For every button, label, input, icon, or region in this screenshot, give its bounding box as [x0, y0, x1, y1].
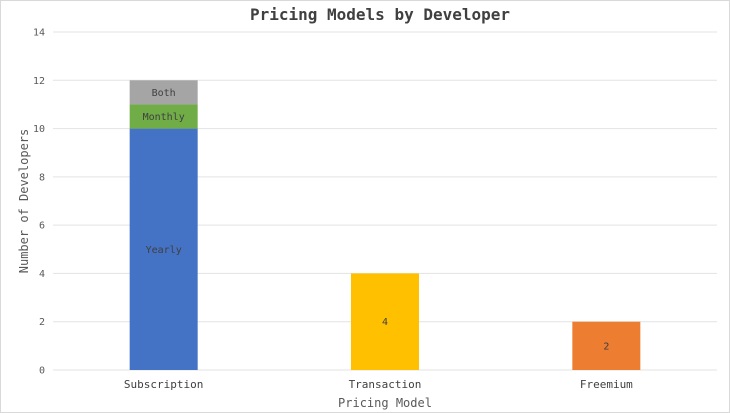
bar-segment-label: 2: [603, 341, 609, 352]
bar-segment-label: Both: [152, 88, 176, 99]
x-axis-ticks: Subscription Transaction Freemium: [124, 378, 633, 391]
y-tick-label: 4: [39, 269, 45, 280]
y-tick-label: 0: [39, 366, 45, 377]
y-tick-label: 12: [33, 76, 45, 87]
x-axis-label: Pricing Model: [338, 396, 432, 410]
bar-segment: [351, 273, 419, 370]
y-axis-label: Number of Developers: [17, 129, 31, 274]
x-tick-label: Subscription: [124, 378, 203, 391]
y-tick-label: 2: [39, 317, 45, 328]
y-tick-label: 8: [39, 172, 45, 183]
bar-segment-label: Yearly: [146, 245, 182, 256]
bar-segment: [129, 80, 198, 105]
y-tick-label: 6: [39, 221, 45, 232]
bars: Yearly Monthly Both 4 2: [129, 80, 641, 370]
y-axis-ticks: 0 2 4 6 8 10 12 14: [33, 28, 45, 377]
x-tick-label: Freemium: [580, 378, 633, 391]
bar-segment: [129, 104, 198, 129]
bar-segment-label: Monthly: [143, 112, 185, 123]
y-tick-label: 14: [33, 28, 45, 39]
y-tick-label: 10: [33, 124, 45, 135]
bar-segment-label: 4: [382, 317, 388, 328]
bar-segment: [572, 321, 641, 370]
x-tick-label: Transaction: [349, 378, 422, 391]
bar-segment: [129, 128, 198, 370]
chart-title: Pricing Models by Developer: [250, 5, 510, 24]
